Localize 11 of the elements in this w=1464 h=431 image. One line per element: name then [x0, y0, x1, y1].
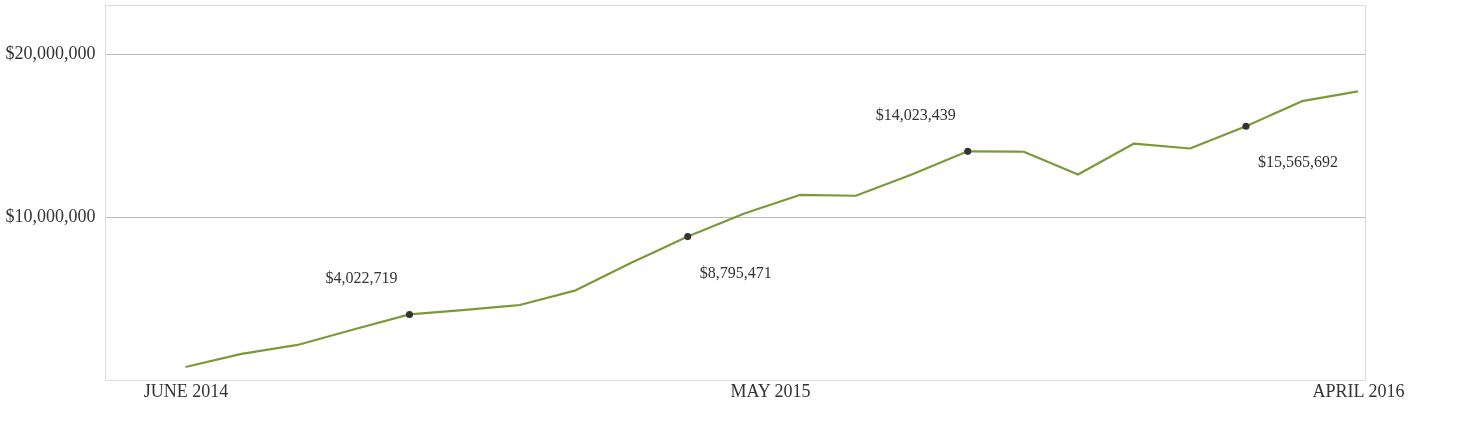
y-tick-label: $20,000,000: [5, 43, 96, 64]
annotation: $8,795,471: [699, 263, 772, 281]
point: [405, 310, 414, 318]
x-tick-label: JUNE 2014: [143, 380, 229, 401]
y-tick-label: $10,000,000: [5, 206, 96, 227]
annotation: $4,022,719: [325, 269, 398, 287]
x-tick-label: MAY 2015: [730, 380, 811, 401]
annotation: $15,565,692: [1258, 153, 1338, 171]
x-tick-label: APRIL 2016: [1312, 380, 1405, 401]
annotation: $14,023,439: [875, 106, 956, 124]
line-series: [184, 90, 1360, 369]
